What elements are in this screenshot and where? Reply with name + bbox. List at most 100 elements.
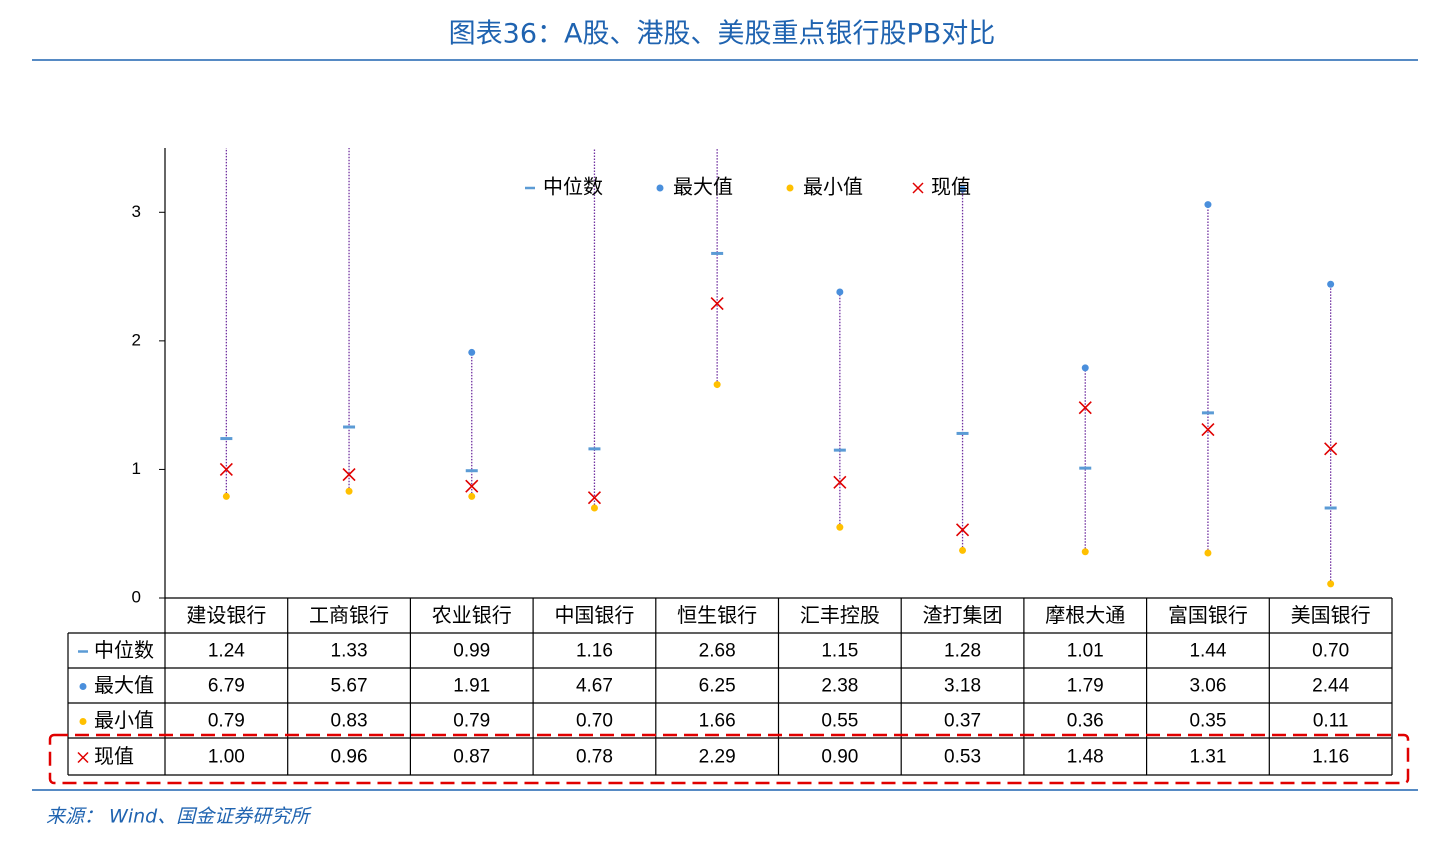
dot-mark xyxy=(591,0,598,1)
dot-mark xyxy=(1081,364,1089,372)
x-tick-label: 工商银行 xyxy=(309,603,389,627)
cross-mark xyxy=(219,462,233,476)
table-cell: 2.68 xyxy=(699,641,736,662)
dot-mark xyxy=(222,492,230,500)
cross-mark xyxy=(587,491,602,505)
legend-symbol xyxy=(912,182,924,194)
table-legend-symbol xyxy=(79,683,87,690)
table-cell: 0.78 xyxy=(576,747,613,768)
dot-mark xyxy=(1081,548,1089,556)
table-row-label: 现值 xyxy=(94,744,134,768)
table-row-label: 最小值 xyxy=(94,708,154,732)
table-cell: 0.35 xyxy=(1189,711,1226,732)
table-cell: 1.79 xyxy=(1067,676,1104,697)
legend-label: 最小值 xyxy=(803,175,863,199)
table-cell: 4.67 xyxy=(576,676,613,697)
dot-mark xyxy=(713,381,721,389)
legend-symbol xyxy=(656,184,664,192)
table-cell: 2.29 xyxy=(699,747,736,768)
table-cell: 1.44 xyxy=(1189,641,1226,662)
cross-mark xyxy=(1078,401,1092,415)
dot-mark xyxy=(836,523,844,531)
table-cell: 1.16 xyxy=(576,641,613,662)
dot-mark xyxy=(468,348,476,356)
cross-mark xyxy=(955,523,970,537)
dot-mark xyxy=(1204,201,1212,209)
table-cell: 0.90 xyxy=(821,747,858,768)
x-tick-label: 农业银行 xyxy=(432,603,512,627)
table-cell: 1.16 xyxy=(1312,747,1349,768)
table-cell: 2.44 xyxy=(1312,676,1349,697)
x-tick-label: 中国银行 xyxy=(554,603,634,627)
highlight-box xyxy=(48,733,1410,785)
dot-mark xyxy=(1327,280,1335,288)
dot-mark xyxy=(590,504,598,512)
table-cell: 5.67 xyxy=(331,676,368,697)
cross-mark xyxy=(1324,442,1338,456)
cross-mark xyxy=(710,297,724,311)
table-cell: 6.79 xyxy=(208,676,245,697)
dot-mark xyxy=(959,185,967,193)
table-row-label: 最大值 xyxy=(94,673,154,697)
cross-mark xyxy=(465,479,479,493)
legend-label: 中位数 xyxy=(543,175,603,199)
dot-mark xyxy=(1204,549,1212,557)
chart-title: 图表36：A股、港股、美股重点银行股PB对比 xyxy=(449,19,996,50)
x-tick-label: 摩根大通 xyxy=(1045,603,1125,627)
y-tick-label: 1 xyxy=(132,459,141,478)
table-cell: 0.36 xyxy=(1067,711,1104,732)
table-cell: 0.96 xyxy=(331,747,368,768)
dot-mark xyxy=(1327,580,1335,588)
legend-symbol xyxy=(786,184,794,192)
table-cell: 0.53 xyxy=(944,747,981,768)
dot-mark xyxy=(836,288,844,296)
x-tick-label: 富国银行 xyxy=(1168,603,1248,627)
cross-mark xyxy=(1201,423,1215,437)
table-cell: 3.06 xyxy=(1189,676,1226,697)
table-cell: 6.25 xyxy=(699,676,736,697)
plot-area xyxy=(219,0,1338,588)
x-tick-label: 美国银行 xyxy=(1291,603,1371,627)
table-cell: 0.79 xyxy=(453,711,490,732)
table-cell: 0.87 xyxy=(453,747,490,768)
source-note: 来源： Wind、国金证券研究所 xyxy=(46,806,312,828)
table-cell: 0.83 xyxy=(331,711,368,732)
table-cell: 1.91 xyxy=(453,676,490,697)
table-cell: 1.33 xyxy=(331,641,368,662)
table-cell: 3.18 xyxy=(944,676,981,697)
x-tick-label: 渣打集团 xyxy=(923,603,1003,627)
table-cell: 1.24 xyxy=(208,641,245,662)
table-legend-symbol xyxy=(77,751,89,764)
cross-mark xyxy=(342,468,356,482)
table-cell: 1.15 xyxy=(821,641,858,662)
table-cell: 1.28 xyxy=(944,641,981,662)
legend-label: 最大值 xyxy=(673,175,733,199)
table-legend-symbol xyxy=(79,718,87,725)
table-cell: 0.79 xyxy=(208,711,245,732)
table-cell: 0.70 xyxy=(1312,641,1349,662)
table-cell: 0.70 xyxy=(576,711,613,732)
table-cell: 2.38 xyxy=(821,676,858,697)
table-row-label: 中位数 xyxy=(94,638,154,662)
table-cell: 1.31 xyxy=(1189,747,1226,768)
cross-mark xyxy=(833,475,847,489)
table-cell: 0.11 xyxy=(1313,711,1349,732)
dot-mark xyxy=(959,546,967,554)
table-cell: 1.66 xyxy=(699,711,736,732)
dot-mark xyxy=(468,492,476,500)
y-tick-label: 3 xyxy=(132,202,141,221)
x-tick-label: 建设银行 xyxy=(186,603,266,627)
dot-mark xyxy=(345,487,353,495)
legend-label: 现值 xyxy=(931,175,971,199)
x-tick-label: 汇丰控股 xyxy=(800,603,880,627)
y-tick-label: 0 xyxy=(132,587,141,606)
x-tick-label: 恒生银行 xyxy=(677,603,757,627)
table-cell: 1.01 xyxy=(1067,641,1104,662)
table-cell: 0.55 xyxy=(821,711,858,732)
table-cell: 1.48 xyxy=(1067,747,1104,768)
table-cell: 0.99 xyxy=(453,641,490,662)
y-tick-label: 2 xyxy=(132,330,141,349)
table-cell: 1.00 xyxy=(208,747,245,768)
table-cell: 0.37 xyxy=(944,711,981,732)
